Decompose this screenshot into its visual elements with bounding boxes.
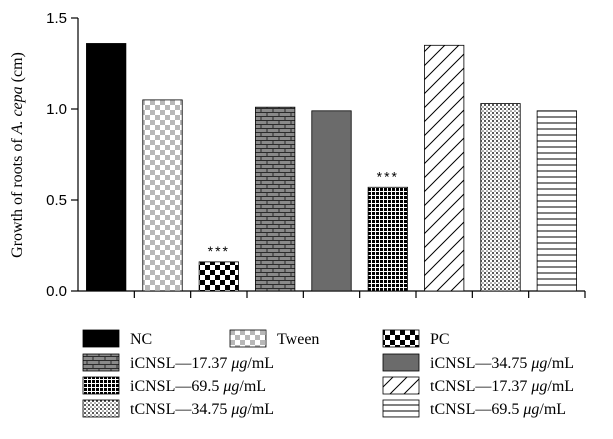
legend-item: iCNSL—69.5 μg/mL	[82, 376, 266, 395]
legend-item: NC	[82, 329, 152, 348]
y-ticks: 0.0 0.5 1.0 1.5	[46, 10, 78, 300]
legend-item: PC	[382, 329, 450, 348]
legend-swatch	[382, 329, 420, 348]
bar	[367, 186, 408, 292]
significance-label: ***	[377, 168, 399, 184]
y-tick-label: 0.0	[46, 283, 67, 300]
legend-swatch	[382, 399, 420, 418]
y-axis-title: Growth of roots of A. cepa (cm)	[9, 52, 26, 258]
bar	[86, 43, 127, 292]
legend: NC Tween PC iCNSL—17.37 μg/mL iCNSL—34.75 μg…	[82, 329, 574, 418]
y-tick-label: 0.5	[46, 192, 67, 209]
bar	[536, 110, 577, 292]
bar	[142, 99, 183, 292]
legend-item: iCNSL—17.37 μg/mL	[82, 353, 274, 372]
y-tick-label: 1.0	[46, 101, 67, 118]
legend-item: tCNSL—69.5 μg/mL	[382, 399, 566, 418]
legend-item: iCNSL—34.75 μg/mL	[382, 353, 574, 372]
bar	[480, 103, 521, 292]
significance-labels: *** ***	[208, 168, 399, 259]
legend-item: tCNSL—34.75 μg/mL	[82, 399, 274, 418]
legend-swatch	[229, 329, 267, 348]
significance-label: ***	[208, 243, 230, 259]
legend-label: NC	[130, 331, 152, 348]
legend-label: iCNSL—69.5 μg/mL	[130, 378, 266, 395]
legend-item: Tween	[229, 329, 319, 348]
y-tick-label: 1.5	[46, 10, 67, 27]
bar	[255, 106, 296, 292]
legend-swatch	[82, 353, 120, 372]
legend-swatch	[82, 376, 120, 395]
legend-label: iCNSL—17.37 μg/mL	[130, 355, 274, 372]
legend-swatch	[382, 376, 420, 395]
legend-label: iCNSL—34.75 μg/mL	[430, 355, 574, 372]
bars	[86, 43, 577, 292]
legend-label: tCNSL—34.75 μg/mL	[130, 401, 274, 418]
legend-item: tCNSL—17.37 μg/mL	[382, 376, 574, 395]
legend-label: PC	[430, 331, 450, 348]
legend-label: Tween	[277, 331, 319, 348]
legend-label: tCNSL—69.5 μg/mL	[430, 401, 566, 418]
legend-label: tCNSL—17.37 μg/mL	[430, 378, 574, 395]
legend-swatch	[82, 399, 120, 418]
bar	[198, 261, 239, 292]
x-ticks	[133, 291, 586, 298]
bar	[424, 44, 465, 292]
bar	[311, 110, 352, 292]
legend-swatch	[82, 329, 120, 348]
legend-swatch	[382, 353, 420, 372]
